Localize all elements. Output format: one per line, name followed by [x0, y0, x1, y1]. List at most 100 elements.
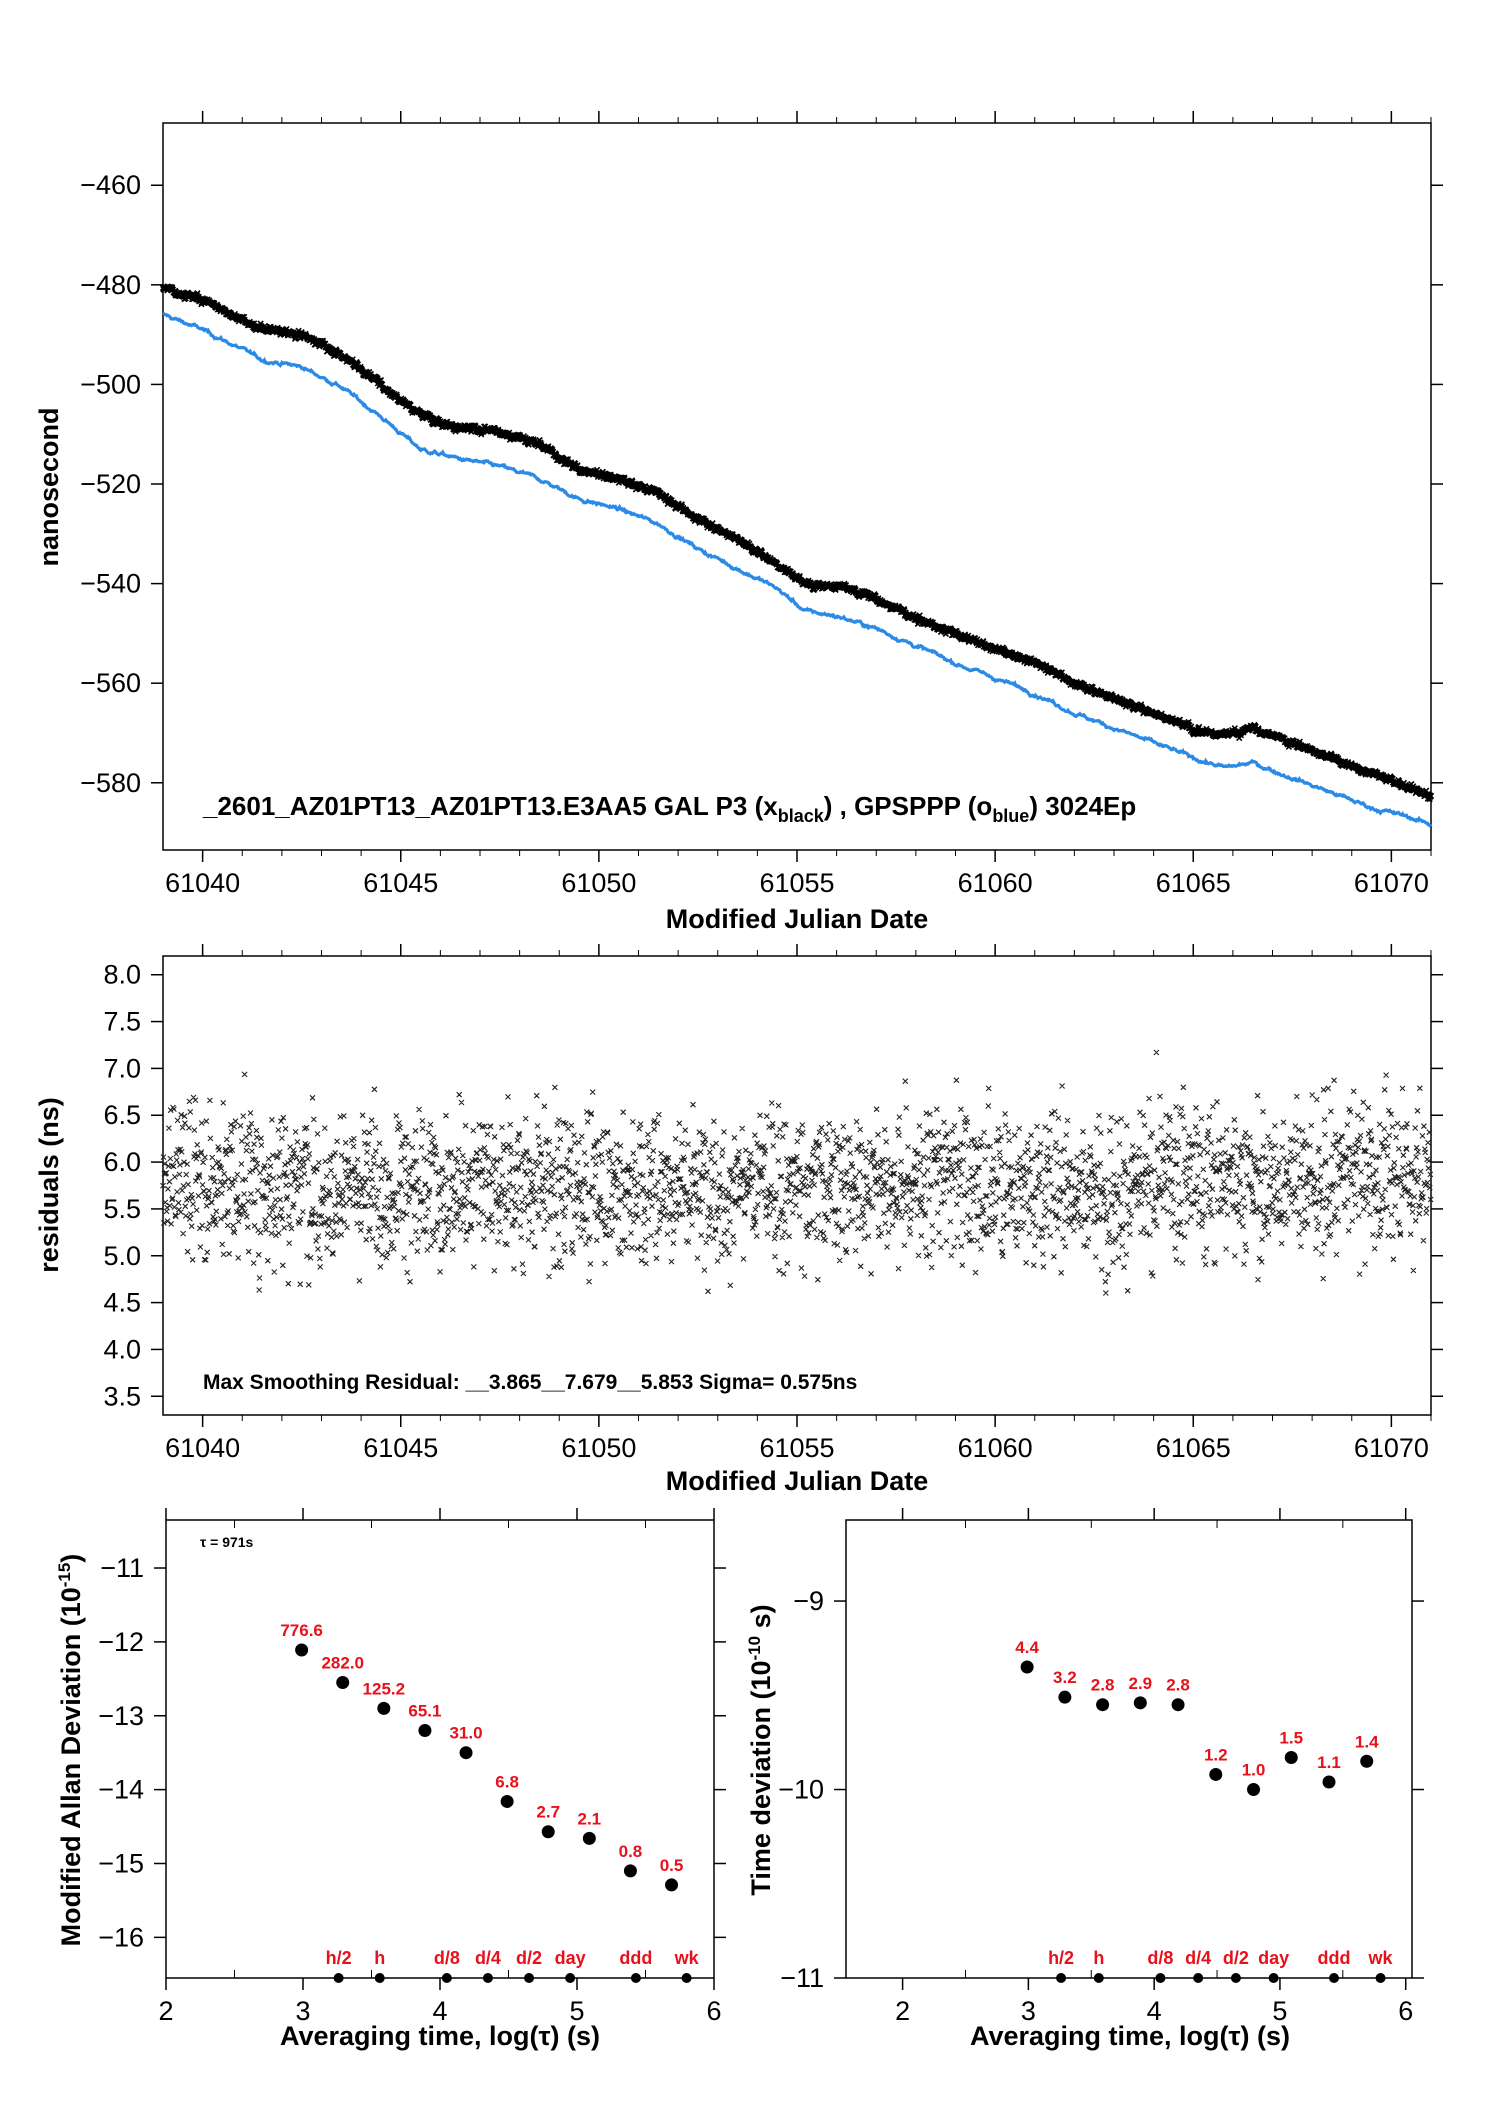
mdev-xtick-label: 3 — [295, 1996, 310, 2026]
mdev-point-label: 282.0 — [321, 1654, 364, 1673]
tdev-marker-dot — [1155, 1973, 1166, 1983]
tdev-point-label: 3.2 — [1053, 1668, 1077, 1687]
tdev-point-label: 4.4 — [1015, 1638, 1039, 1657]
ts-xtick-label: 61045 — [363, 868, 438, 898]
ts-ytick-label: −560 — [80, 668, 141, 698]
mdev-point — [665, 1878, 679, 1892]
mdev-frame — [165, 1519, 715, 1979]
res-ytick-label: 7.5 — [103, 1007, 141, 1037]
tdev-point-label: 2.9 — [1128, 1674, 1152, 1693]
mdev-point-label: 125.2 — [363, 1679, 406, 1698]
mdev-panel: 2 3 4 5 6−16−15−14−13−12−11 776.6282.0125.26… — [55, 1508, 726, 2051]
residuals-panel: 61040 61045 61050 61055 61060 61065 61070 3.5 4.… — [34, 944, 1443, 1496]
res-ytick-label: 4.5 — [103, 1288, 141, 1318]
mdev-marker-dot — [524, 1973, 535, 1983]
res-xtick-label: 61050 — [561, 1433, 636, 1463]
tdev-point — [1096, 1698, 1110, 1712]
mdev-xtick-label: 6 — [706, 1996, 721, 2026]
ts-xtick-label: 61040 — [165, 868, 240, 898]
mdev-point-label: 0.5 — [660, 1856, 684, 1875]
mdev-marker-dot — [482, 1973, 493, 1983]
mdev-ticks: 2 3 4 5 6 −16 −15 −14 −13 −12 −11 — [98, 1508, 726, 2026]
mdev-point — [541, 1825, 555, 1839]
mdev-point-label: 2.1 — [578, 1809, 602, 1828]
res-xtick-label: 61065 — [1156, 1433, 1231, 1463]
res-ytick-label: 3.5 — [103, 1381, 141, 1411]
mdev-point — [582, 1831, 596, 1845]
tdev-marker-dot — [1329, 1973, 1340, 1983]
tdev-marker-label: day — [1258, 1948, 1289, 1968]
tdev-marker-label: wk — [1368, 1948, 1394, 1968]
mdev-marker-label: ddd — [619, 1948, 652, 1968]
ts-xtick-label: 61055 — [759, 868, 834, 898]
mdev-ytick-label: −11 — [100, 1553, 144, 1583]
tdev-marker-dot — [1056, 1973, 1067, 1983]
tdev-point-label: 1.2 — [1204, 1745, 1228, 1764]
mdev-point-label: 31.0 — [449, 1724, 482, 1743]
mdev-time-markers: h/2 h d/8 d/4 d/2 day ddd wk — [326, 1948, 700, 1983]
mdev-point-label: 2.7 — [536, 1803, 560, 1822]
residuals-annotation: Max Smoothing Residual: __3.865__7.679__… — [203, 1371, 857, 1394]
mdev-point — [500, 1794, 514, 1808]
ts-ytick-label: −500 — [80, 369, 141, 399]
ts-xtick-label: 61050 — [561, 868, 636, 898]
res-ytick-label: 6.0 — [103, 1147, 141, 1177]
mdev-point-label: 0.8 — [619, 1842, 643, 1861]
residuals-xlabel: Modified Julian Date — [666, 1466, 929, 1496]
tdev-marker-dot — [1093, 1973, 1104, 1983]
tdev-xtick-label: 5 — [1272, 1996, 1287, 2026]
tdev-marker-label: d/8 — [1147, 1948, 1173, 1968]
mdev-point-label: 65.1 — [408, 1702, 441, 1721]
gpsppp-series — [162, 311, 1433, 828]
mdev-point — [418, 1724, 432, 1738]
mdev-points: 776.6 282.0 125.265.1 31.0 6.8 2.7 2.1 0.8 0.5 — [280, 1621, 684, 1892]
tdev-marker-dot — [1230, 1973, 1241, 1983]
res-xtick-label: 61070 — [1354, 1433, 1429, 1463]
tdev-points: 4.4 3.2 2.8 2.9 2.8 1.2 1.0 1.5 1.1 1.4 — [1015, 1638, 1379, 1797]
ts-xtick-label: 61070 — [1354, 868, 1429, 898]
mdev-marker-label: d/4 — [475, 1948, 501, 1968]
tdev-marker-label: h/2 — [1048, 1948, 1074, 1968]
time-series-ticks: 61040 61045 61050 61055 61060 61065 61070 −580 −… — [80, 111, 1443, 898]
mdev-xtick-label: 4 — [432, 1996, 447, 2026]
mdev-xtick-label: 5 — [569, 1996, 584, 2026]
tdev-frame — [845, 1519, 1413, 1979]
mdev-point — [459, 1746, 473, 1760]
res-xtick-label: 61055 — [759, 1433, 834, 1463]
time-series-annotation: _2601_AZ01PT13_AZ01PT13.E3AA5 GAL P3 (xb… — [202, 791, 1136, 826]
res-ytick-label: 8.0 — [103, 960, 141, 990]
res-xtick-label: 61045 — [363, 1433, 438, 1463]
tdev-marker-dot — [1375, 1973, 1386, 1983]
mdev-marker-label: h — [374, 1948, 385, 1968]
tdev-ytick-label: −9 — [793, 1586, 824, 1616]
tdev-point — [1133, 1696, 1147, 1710]
tdev-ytick-label: −11 — [780, 1963, 824, 1993]
time-series-frame — [162, 122, 1432, 851]
res-ytick-label: 4.0 — [103, 1334, 141, 1364]
mdev-marker-label: day — [555, 1948, 586, 1968]
tdev-ticks: 2 3 4 5 6 −11 −10 −9 — [778, 1508, 1424, 2026]
tdev-point-label: 1.4 — [1355, 1732, 1379, 1751]
res-ytick-label: 7.0 — [103, 1053, 141, 1083]
mdev-marker-dot — [681, 1973, 692, 1983]
tdev-ylabel: Time deviation (10-10 s) — [745, 1604, 776, 1895]
tdev-point — [1322, 1775, 1336, 1789]
tdev-point — [1058, 1690, 1072, 1704]
tdev-marker-label: d/4 — [1185, 1948, 1211, 1968]
residual-points — [160, 1049, 1434, 1296]
tdev-point — [1020, 1660, 1034, 1674]
mdev-marker-dot — [630, 1973, 641, 1983]
mdev-marker-label: wk — [674, 1948, 700, 1968]
mdev-ytick-label: −13 — [98, 1701, 144, 1731]
tdev-xlabel: Averaging time, log(τ) (s) — [970, 2021, 1290, 2051]
tdev-time-markers: h/2 h d/8 d/4 d/2 day ddd wk — [1048, 1948, 1394, 1983]
tdev-marker-label: d/2 — [1223, 1948, 1249, 1968]
mdev-marker-dot — [441, 1973, 452, 1983]
tdev-xtick-label: 6 — [1398, 1996, 1413, 2026]
tdev-point-label: 2.8 — [1091, 1676, 1115, 1695]
mdev-ytick-label: −12 — [98, 1627, 144, 1657]
tdev-point-label: 1.0 — [1242, 1761, 1266, 1780]
mdev-xlabel: Averaging time, log(τ) (s) — [280, 2021, 600, 2051]
tdev-xtick-label: 3 — [1021, 1996, 1036, 2026]
